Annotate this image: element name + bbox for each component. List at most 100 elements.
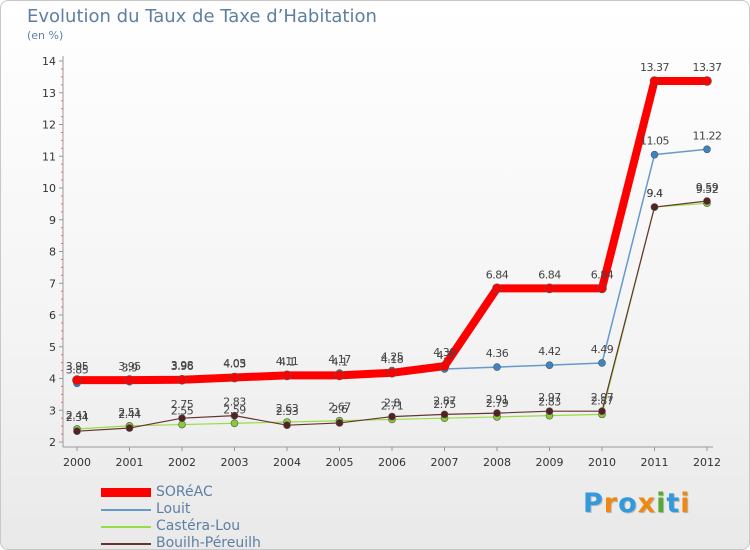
data-label: 2.8 (384, 397, 400, 410)
series-point-3 (545, 407, 554, 416)
data-label: 4.1 (279, 355, 295, 368)
series-point-3 (598, 407, 606, 416)
series-point-2 (178, 420, 186, 429)
x-tick-label: 2009 (536, 456, 564, 469)
y-tick-label: 11 (42, 150, 56, 163)
x-tick-label: 2003 (221, 456, 249, 469)
series-point-3 (283, 421, 291, 429)
data-label: 2.87 (591, 394, 614, 407)
data-label: 2.63 (276, 402, 299, 415)
series-point-3 (493, 409, 501, 417)
series-point-3 (125, 424, 134, 432)
data-label: 4.05 (223, 357, 246, 370)
logo-letter: r (603, 488, 619, 519)
series-point-1 (703, 145, 711, 154)
logo-letter: x (637, 488, 657, 519)
series-point-0 (387, 367, 397, 378)
data-label: 2.59 (223, 403, 246, 416)
series-point-0 (544, 283, 555, 294)
data-label: 4.49 (591, 343, 614, 356)
series-point-1 (598, 359, 606, 367)
proxiti-logo: Proxiti (583, 488, 691, 519)
data-label: 2.97 (591, 391, 614, 404)
data-label: 2.75 (433, 398, 456, 411)
line-chart: 2 3 4 5 6 7 8 9 10 11 12 13 14 2000 2001 2002 2003 2004 20… (42, 55, 722, 469)
data-label: 2.6 (332, 403, 348, 416)
series-point-0 (649, 76, 660, 86)
data-label: 2.44 (118, 408, 141, 421)
data-label: 6.84 (591, 268, 614, 281)
y-tick-label: 5 (49, 341, 56, 354)
chart-unit-label: (en %) (27, 29, 64, 42)
data-label: 4.42 (538, 345, 561, 358)
data-label: 9.59 (696, 181, 719, 194)
series-point-0 (124, 375, 135, 385)
x-tick-label: 2000 (63, 456, 91, 469)
logo-letter: o (618, 488, 638, 519)
data-label: 2.87 (433, 394, 456, 407)
chart-title: Evolution du Taux de Taxe d’Habitation (27, 6, 377, 27)
series-point-1 (493, 363, 501, 371)
y-tick-label: 2 (49, 436, 56, 449)
data-label: 4.18 (381, 353, 404, 366)
series-point-3 (650, 203, 659, 211)
series-point-0 (597, 283, 607, 294)
series-point-3 (335, 419, 344, 427)
series-point-0 (72, 375, 82, 385)
y-tick-label: 4 (49, 373, 56, 386)
data-label: 4.36 (486, 347, 509, 360)
data-label: 2.79 (486, 397, 509, 410)
data-label: 2.41 (66, 409, 89, 422)
logo-letter: P (583, 488, 604, 519)
data-label: 6.84 (486, 268, 509, 281)
data-label: 4.11 (276, 355, 299, 368)
y-tick-label: 14 (42, 55, 56, 68)
data-label: 2.53 (276, 405, 299, 418)
data-label: 3.96 (171, 360, 194, 373)
y-tick-label: 12 (42, 119, 56, 132)
y-tick-label: 8 (49, 246, 56, 259)
series-point-1 (650, 150, 659, 159)
x-tick-label: 2012 (693, 456, 721, 469)
data-label: 2.97 (538, 391, 561, 404)
x-tick-label: 2005 (326, 456, 354, 469)
legend-label-soreac: SORéAC (156, 484, 213, 500)
data-label: 9.4 (647, 187, 663, 200)
data-label: 2.51 (118, 406, 141, 419)
data-label: 3.9 (122, 362, 138, 375)
data-label: 3.98 (171, 359, 194, 372)
x-tick-label: 2007 (431, 456, 459, 469)
logo-letter: i (680, 488, 691, 519)
legend-label-bouilh-pereuilh: Bouilh-Péreuilh (156, 535, 261, 550)
data-label: 11.05 (640, 135, 669, 148)
data-label: 3.95 (66, 360, 89, 373)
data-label: 6.84 (538, 268, 561, 281)
data-label: 2.83 (538, 396, 561, 409)
y-tick-label: 10 (42, 182, 56, 195)
legend-swatch-soreac (101, 488, 151, 497)
data-label: 2.67 (328, 401, 351, 414)
data-label: 4.25 (381, 351, 404, 364)
series-point-0 (702, 76, 712, 86)
series-point-3 (73, 427, 81, 436)
y-tick-label: 7 (49, 277, 56, 290)
series-point-0 (439, 361, 450, 371)
series-point-0 (282, 370, 292, 381)
legend-swatch-louit (101, 509, 151, 511)
data-label: 3.85 (66, 363, 89, 376)
data-label: 13.37 (693, 61, 722, 74)
x-tick-label: 2010 (588, 456, 616, 469)
data-label: 13.37 (640, 61, 669, 74)
logo-letter: i (656, 488, 667, 519)
data-label: 4.39 (433, 346, 456, 359)
data-label: 2.55 (171, 405, 194, 418)
data-label: 2.71 (381, 399, 404, 412)
data-label: 2.83 (223, 396, 246, 409)
legend-swatch-bouilh-pereuilh (101, 543, 151, 545)
y-tick-label: 9 (49, 214, 56, 227)
series-point-3 (440, 410, 449, 419)
x-tick-label: 2001 (116, 456, 144, 469)
series-line-0 (77, 77, 707, 385)
data-label: 9.52 (696, 183, 719, 196)
data-label: 2.75 (171, 398, 194, 411)
